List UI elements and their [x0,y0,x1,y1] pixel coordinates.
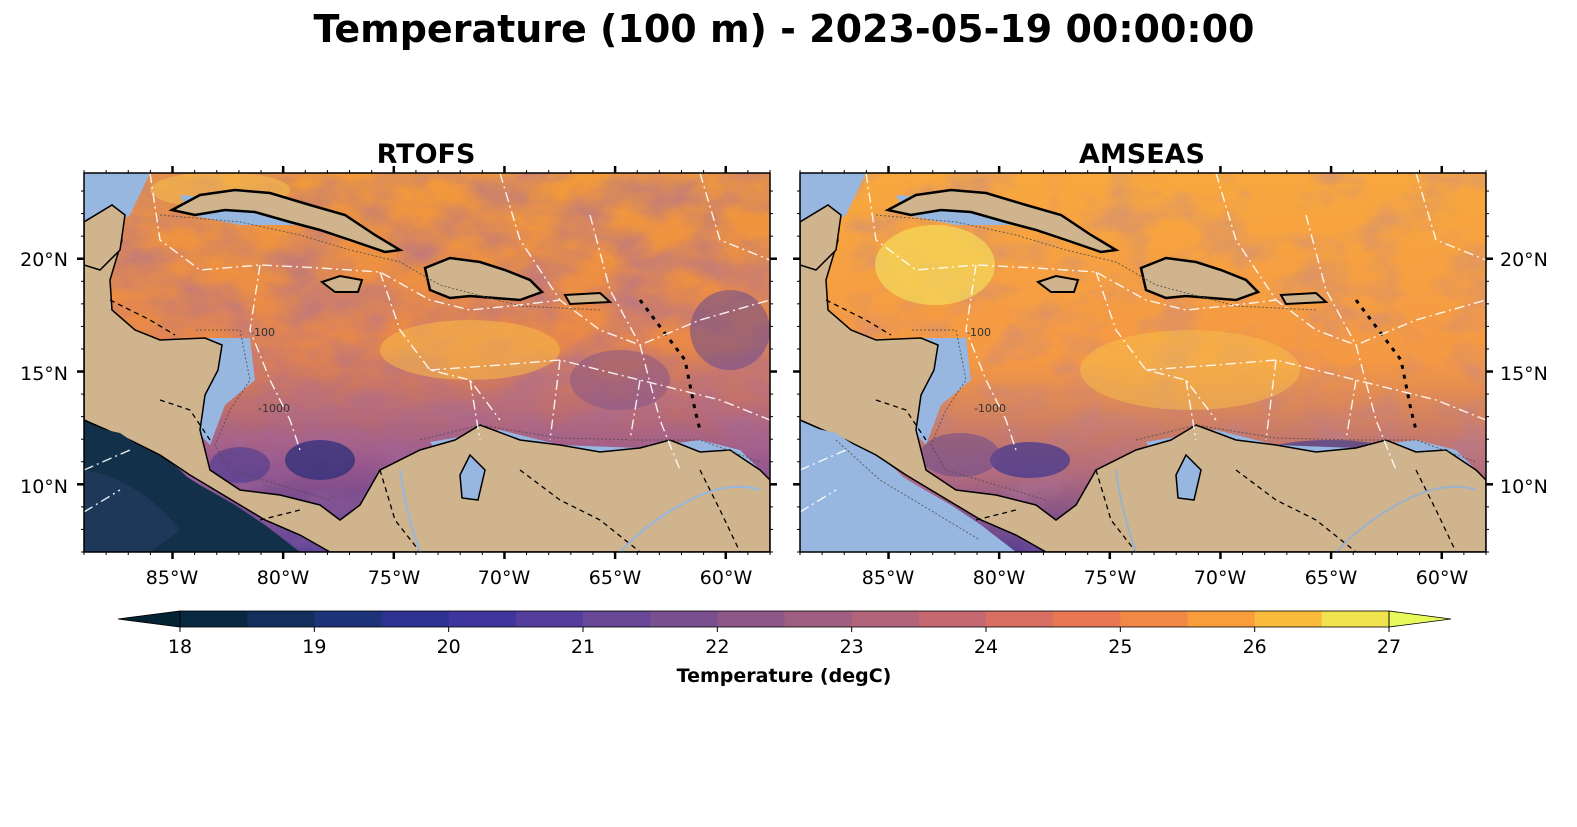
colorbar-tick-label: 22 [705,636,729,658]
colorbar-tick-label: 23 [840,636,864,658]
colorbar-swatch [583,611,651,627]
colorbar-swatch [851,611,920,627]
lon-label: 60°W [1416,567,1469,589]
colorbar-swatches [180,611,1390,627]
panel-amseas: AMSEAS [793,139,1548,589]
colorbar-swatch [381,611,450,627]
lat-label: 10°N [1500,476,1548,498]
axis-ticks [77,166,777,559]
land-hispaniola [423,256,545,302]
contour-label: -1000 [974,402,1006,415]
colorbar-extend-max [1388,610,1452,628]
lon-label: 70°W [478,567,531,589]
colorbar-swatch [1187,611,1256,627]
lon-label: 75°W [1084,567,1137,589]
cool-eddy [990,442,1070,478]
lat-label: 20°N [20,249,68,271]
depth-contours [159,214,761,501]
lon-label: 70°W [1194,567,1247,589]
colorbar-swatch [986,611,1054,627]
colorbar-tick-label: 20 [437,636,461,658]
lon-label: 75°W [368,567,421,589]
lon-label: 65°W [589,567,642,589]
lon-label: 65°W [1305,567,1358,589]
colorbar-tick-label: 18 [168,636,192,658]
colorbar-swatch [1053,611,1121,627]
lat-label: 15°N [1500,363,1548,385]
contour-label: -100 [250,326,275,339]
colorbar-tick-label: 26 [1243,636,1267,658]
colorbar-tick-label: 21 [571,636,595,658]
colorbar-frame [179,610,1390,628]
colorbar-swatch [784,611,853,627]
figure-title: Temperature (100 m) - 2023-05-19 00:00:0… [313,7,1254,51]
lon-label: 85°W [146,567,199,589]
colorbar-swatch [650,611,718,627]
lat-label: 20°N [1500,249,1548,271]
colorbar-swatch [180,611,248,627]
land-central-south-america [800,203,1486,552]
panel-title-amseas: AMSEAS [1079,139,1205,170]
warm-core [875,225,995,305]
colorbar-tick-label: 25 [1108,636,1132,658]
lon-label: 80°W [973,567,1026,589]
map-rtofs: -1000 -100 [84,173,770,552]
colorbar-tick-label: 27 [1377,636,1401,658]
lat-axis-labels: 20°N 15°N 10°N [1500,249,1548,498]
eez-boundaries [84,173,770,513]
lat-axis-labels: 20°N 15°N 10°N [20,249,68,498]
colorbar-swatch [247,611,315,627]
map-amseas: -1000 -100 [800,173,1486,552]
colorbar: 18 19 20 21 22 23 24 25 26 27 Temperature (degC) [117,610,1452,687]
land-hispaniola [1139,256,1261,302]
map-frame [799,172,1487,553]
colorbar-label: Temperature (degC) [677,665,892,687]
colorbar-tick-label: 19 [302,636,326,658]
contour-label: -100 [966,326,991,339]
lon-axis-labels: 85°W 80°W 75°W 70°W 65°W 60°W [146,567,753,589]
land-central-south-america [84,203,770,552]
land-cuba [884,188,1120,254]
panel-rtofs: RTOFS [20,139,777,589]
lon-label: 80°W [257,567,310,589]
colorbar-extend-min [117,610,181,628]
colorbar-ticks: 18 19 20 21 22 23 24 25 26 27 [168,627,1401,658]
lat-label: 15°N [20,363,68,385]
colorbar-tick-label: 24 [974,636,998,658]
map-frame [83,172,771,553]
land-cuba [168,188,404,254]
colorbar-swatch [515,611,584,627]
depth-contours [835,214,1477,541]
colorbar-swatch [918,611,987,627]
panel-title-rtofs: RTOFS [377,139,476,170]
colorbar-swatch [1120,611,1189,627]
contour-label: -1000 [258,402,290,415]
eez-boundaries [800,173,1486,513]
axis-ticks [793,166,1493,559]
cool-eddy [285,440,355,480]
lat-label: 10°N [20,476,68,498]
lon-axis-labels: 85°W 80°W 75°W 70°W 65°W 60°W [862,567,1469,589]
colorbar-swatch [448,611,517,627]
colorbar-swatch [1254,611,1323,627]
colorbar-swatch [314,611,383,627]
lon-label: 85°W [862,567,915,589]
colorbar-swatch [717,611,786,627]
colorbar-swatch [1321,611,1390,627]
lon-label: 60°W [700,567,753,589]
